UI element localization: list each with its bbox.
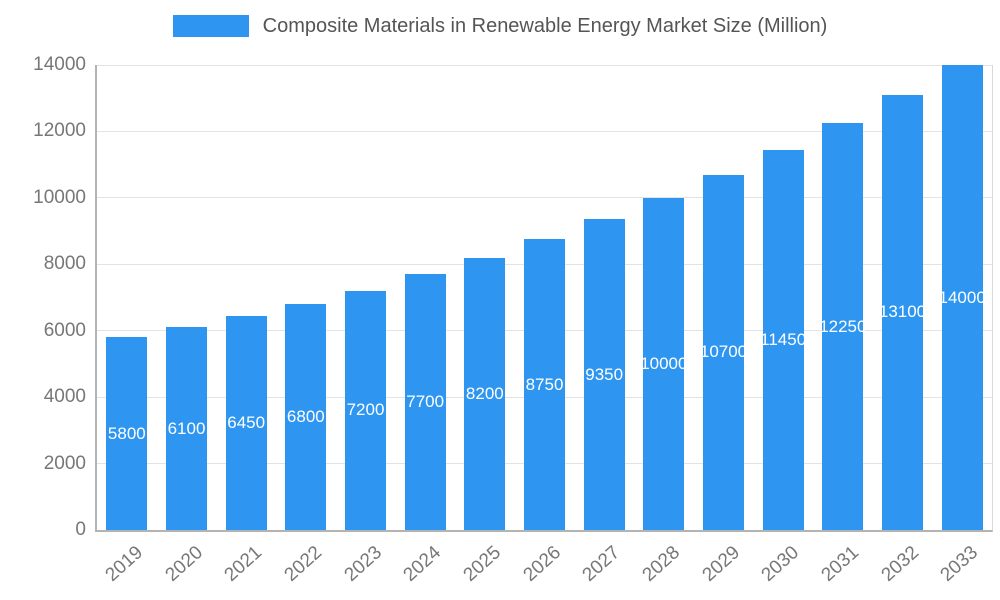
bar-value-label: 10000 (640, 353, 688, 373)
y-tick-label: 14000 (33, 54, 86, 75)
x-tick-label-2030: 2030 (757, 542, 804, 586)
gridline-14000 (97, 64, 992, 66)
x-tick-label-2028: 2028 (638, 542, 684, 586)
x-tick-label-2020: 2020 (161, 542, 207, 586)
chart-title: Composite Materials in Renewable Energy … (262, 15, 828, 37)
y-tick-label: 8000 (43, 253, 86, 275)
bar-value-label: 10700 (699, 342, 748, 362)
bar-2028[interactable] (643, 197, 685, 530)
bar-value-label: 7700 (406, 392, 445, 412)
bar-2031[interactable] (822, 123, 864, 530)
x-tick-label-2031: 2031 (817, 542, 863, 586)
bar-2020[interactable] (166, 327, 207, 530)
bar-2022[interactable] (285, 304, 327, 530)
bar-value-label: 14000 (938, 287, 986, 307)
bar-2019[interactable] (106, 337, 148, 530)
x-tick-label-2021: 2021 (220, 542, 267, 586)
bar-2025[interactable] (464, 257, 506, 530)
bar-2026[interactable] (524, 239, 565, 530)
y-tick-label: 4000 (43, 386, 86, 408)
bar-value-label: 9350 (585, 364, 624, 384)
y-tick-label: 12000 (33, 120, 86, 142)
bar-value-label: 12250 (819, 316, 867, 336)
bar-2023[interactable] (345, 290, 386, 530)
bar-value-label: 6100 (167, 418, 206, 438)
y-tick-label: 6000 (43, 319, 86, 341)
x-axis: 2019 2020 2021 2022 2023 2024 2025 2026 2027 2028… (95, 532, 1000, 600)
bar-value-label: 7200 (346, 400, 385, 420)
bar-2030[interactable] (762, 149, 804, 530)
x-tick-label-2022: 2022 (280, 542, 326, 586)
bar-2024[interactable] (404, 274, 446, 530)
gridline-10000 (97, 197, 992, 199)
bar-2032[interactable] (882, 94, 923, 530)
y-tick-label: 0 (75, 519, 86, 540)
gridline-12000 (97, 130, 992, 132)
bar-2029[interactable] (703, 174, 744, 530)
bar-2021[interactable] (225, 315, 267, 530)
y-tick-label: 2000 (43, 452, 86, 474)
chart-legend[interactable]: Composite Materials in Renewable Energy … (0, 14, 1000, 38)
bar-value-label: 8200 (465, 383, 504, 403)
x-tick-label-2027: 2027 (578, 542, 625, 586)
x-tick-label-2032: 2032 (877, 542, 923, 586)
bar-value-label: 13100 (878, 302, 927, 322)
x-tick-label-2023: 2023 (340, 542, 386, 586)
x-tick-label-2033: 2033 (936, 542, 983, 586)
plot-area: 5800 6100 6450 6800 7200 7700 8200 8750 9350 1000… (95, 64, 993, 532)
bar-value-label: 8750 (525, 374, 564, 394)
y-axis: 0 2000 4000 6000 8000 10000 12000 14000 (0, 54, 86, 540)
bar-value-label: 5800 (107, 423, 146, 443)
x-tick-label-2019: 2019 (101, 542, 147, 586)
bar-value-label: 6450 (227, 412, 266, 432)
bar-2033[interactable] (941, 65, 983, 530)
x-tick-label-2029: 2029 (698, 542, 744, 586)
bar-value-label: 11450 (760, 329, 807, 349)
bar-2027[interactable] (583, 219, 625, 530)
bar-value-label: 6800 (286, 407, 325, 427)
legend-swatch (172, 15, 249, 37)
x-tick-label-2024: 2024 (399, 542, 446, 586)
x-tick-label-2026: 2026 (519, 542, 565, 586)
x-tick-label-2025: 2025 (459, 542, 505, 586)
y-tick-label: 10000 (33, 186, 86, 208)
